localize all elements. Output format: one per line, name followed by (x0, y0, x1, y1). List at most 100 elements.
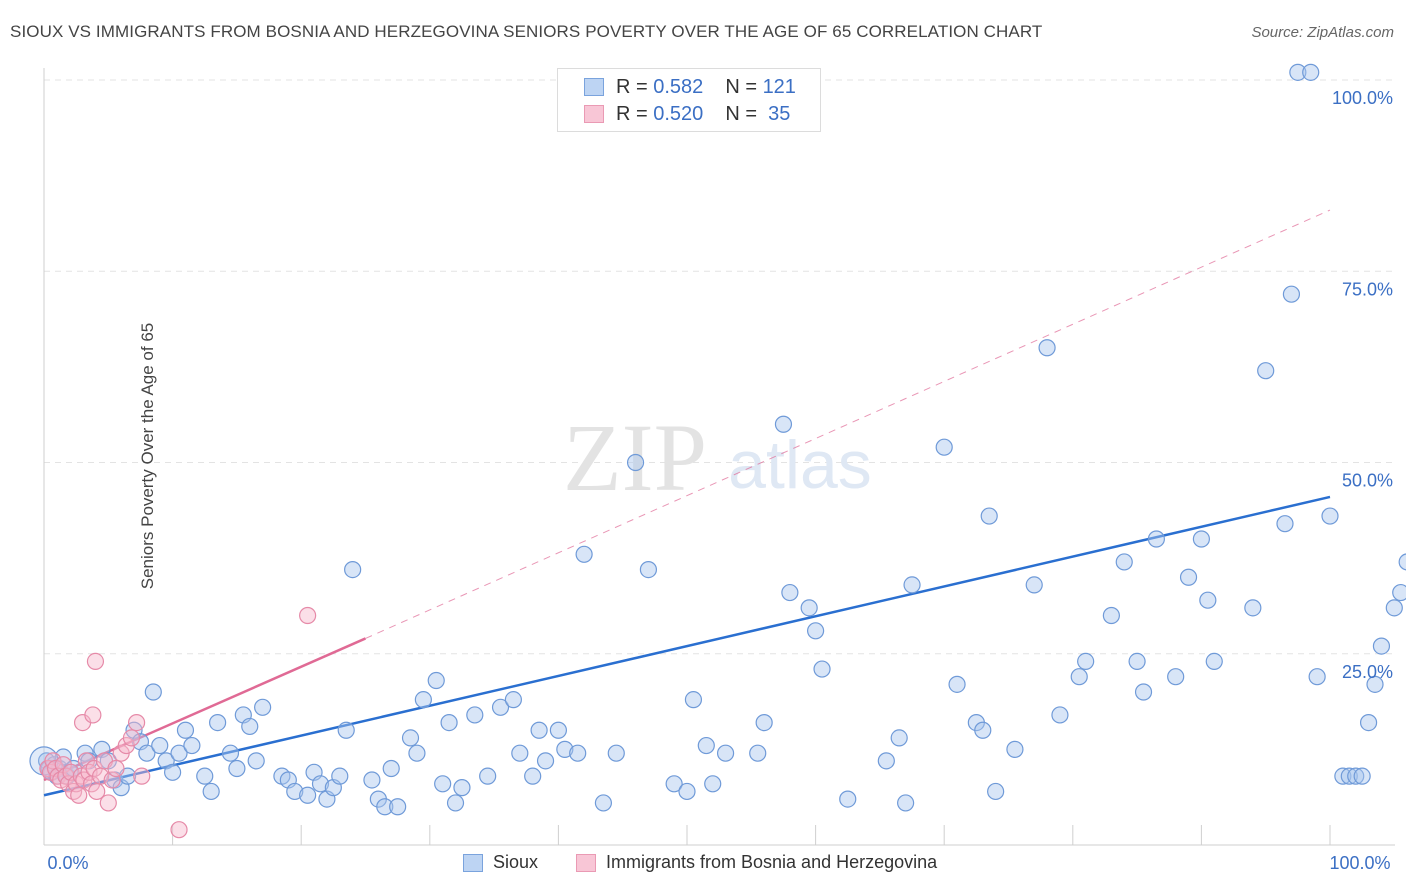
sioux-n-label: N = (725, 75, 757, 98)
sioux-point (1077, 652, 1095, 671)
sioux-trend-line (43, 495, 1331, 797)
bosnia-point (127, 713, 146, 732)
sioux-point (1398, 553, 1406, 571)
sioux-point (511, 744, 529, 762)
sioux-points (29, 63, 1406, 816)
sioux-point (524, 767, 542, 785)
sioux-point (1353, 767, 1371, 785)
sioux-point (1025, 576, 1043, 594)
sioux-point (594, 794, 613, 812)
sioux-point (1167, 668, 1185, 686)
stats-legend: R = 0.582 N = 121 R = 0.520 N = 35 (557, 68, 821, 132)
sioux-point (344, 560, 362, 579)
sioux-r-label: R = (616, 75, 648, 98)
sioux-point (716, 744, 735, 762)
sioux-point (549, 721, 568, 739)
sioux-point (1359, 713, 1378, 732)
bosnia-points (39, 606, 317, 839)
sioux-point (479, 767, 497, 785)
sioux-point (684, 691, 703, 709)
sioux-point (1070, 668, 1088, 686)
sioux-point (138, 744, 156, 762)
sioux-point (1308, 668, 1326, 686)
watermark-atlas: atlas (728, 427, 872, 503)
x-tick-label: 100.0% (1329, 853, 1390, 873)
bosnia-point (86, 652, 105, 671)
sioux-point (1147, 530, 1165, 548)
sioux-point (209, 713, 227, 732)
bosnia-point (99, 794, 117, 812)
y-axis-label: Seniors Poverty Over the Age of 65 (138, 322, 158, 590)
sioux-point (607, 744, 625, 762)
series-legend: Sioux Immigrants from Bosnia and Herzego… (0, 852, 1406, 876)
bosnia-point (70, 786, 88, 804)
chart-source: Source: ZipAtlas.com (1251, 24, 1394, 41)
y-tick-label: 100.0% (1332, 88, 1393, 108)
sioux-point (434, 775, 452, 793)
sioux-point (980, 507, 998, 525)
sioux-point (1276, 515, 1294, 533)
sioux-point (183, 736, 201, 755)
sioux-point (247, 752, 265, 770)
sioux-point (974, 721, 992, 739)
sioux-point (1366, 675, 1384, 693)
sioux-point (1128, 652, 1146, 671)
sioux-point (337, 721, 355, 739)
sioux-point (1192, 530, 1211, 548)
sioux-point (678, 782, 696, 801)
sioux-point (1179, 568, 1198, 586)
sioux-point (254, 698, 272, 716)
sioux-point (1282, 285, 1301, 303)
watermark: ZIP atlas (563, 404, 872, 511)
sioux-point (839, 790, 857, 808)
tick-labels: 25.0% 50.0% 75.0% 100.0% 0.0% 100.0% (47, 88, 1393, 873)
sioux-point (1115, 553, 1133, 571)
sioux-point (890, 729, 908, 747)
legend-row-bosnia: R = 0.520 N = 35 (584, 102, 790, 126)
legend-item-sioux: Sioux (463, 852, 538, 873)
sioux-point (453, 779, 471, 797)
sioux-point (1102, 606, 1120, 625)
sioux-n-value: 121 (762, 75, 796, 98)
sioux-point (427, 671, 445, 690)
sioux-point (749, 744, 767, 762)
sioux-point (1205, 652, 1223, 671)
sioux-point (1385, 599, 1403, 617)
bosnia-point (170, 821, 188, 839)
sioux-point (755, 713, 773, 732)
sioux-point (536, 752, 555, 770)
bosnia-r-label: R = (616, 102, 648, 125)
sioux-swatch (584, 78, 604, 96)
sioux-point (1244, 599, 1262, 617)
sioux-point (1257, 362, 1275, 380)
bosnia-point (133, 767, 151, 785)
bosnia-point (107, 759, 125, 778)
sioux-point (806, 622, 825, 640)
bosnia-point (122, 729, 141, 747)
bosnia-point (84, 706, 102, 724)
legend-bosnia-label: Immigrants from Bosnia and Herzegovina (606, 852, 938, 872)
bosnia-swatch (584, 105, 604, 123)
legend-sioux-swatch (463, 853, 483, 872)
sioux-point (935, 438, 953, 456)
sioux-point (176, 721, 195, 739)
sioux-point (1038, 339, 1056, 357)
sioux-point (530, 721, 548, 739)
sioux-point (202, 782, 220, 801)
sioux-point (151, 736, 169, 755)
sioux-point (440, 713, 458, 732)
legend-bosnia-swatch (576, 853, 596, 872)
sioux-point (446, 794, 465, 812)
bosnia-point (299, 606, 317, 625)
sioux-point (311, 775, 330, 793)
sioux-point (376, 798, 394, 816)
bosnia-r-value: 0.520 (653, 102, 704, 125)
sioux-point (1372, 637, 1391, 655)
bosnia-n-value: 35 (768, 102, 791, 125)
sioux-point (408, 744, 426, 762)
sioux-point (1392, 583, 1406, 602)
y-tick-label: 50.0% (1342, 471, 1393, 491)
sioux-point (1289, 63, 1307, 81)
sioux-point (144, 683, 162, 701)
